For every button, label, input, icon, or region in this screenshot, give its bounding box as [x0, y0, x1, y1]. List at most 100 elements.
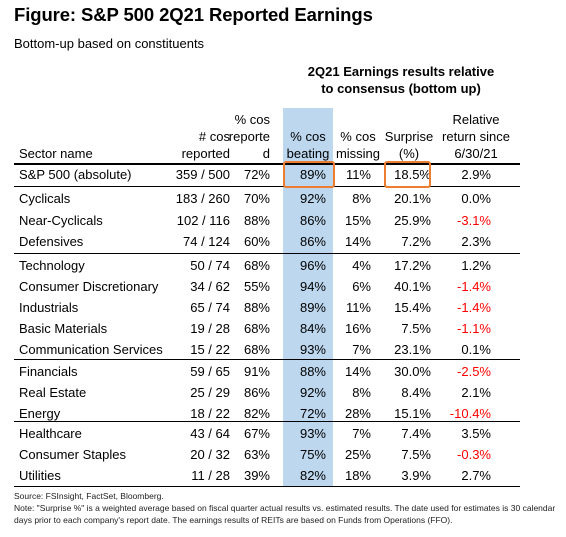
table-row: S&P 500 (absolute) 359 / 500 72% 89% 11% 18.5… [0, 164, 566, 185]
pct-beating-cell: 88% [299, 364, 326, 379]
cos-reported-cell: 183 / 260 [175, 191, 230, 206]
pct-missing-cell: 8% [352, 385, 371, 400]
header-pct-missing-line-2: missing [335, 146, 381, 161]
sector-name-cell: Consumer Staples [19, 447, 126, 462]
relative-return-cell: 1.2% [461, 258, 491, 273]
relative-return-cell: -10.4% [449, 406, 491, 421]
relative-return-cell: 2.7% [461, 468, 491, 483]
header-surprise: Surprise (%) [382, 128, 436, 162]
cos-reported-cell: 18 / 22 [190, 406, 230, 421]
pct-beating-cell: 93% [299, 426, 326, 441]
surprise-cell: 7.5% [401, 321, 431, 336]
sector-name-cell: Cyclicals [19, 191, 71, 206]
pct-reported-cell: 68% [243, 258, 270, 273]
sector-name-cell: Utilities [19, 468, 61, 483]
pct-reported-cell: 63% [243, 447, 270, 462]
cos-reported-cell: 359 / 500 [175, 167, 230, 182]
pct-beating-cell: 94% [299, 279, 326, 294]
pct-reported-cell: 39% [243, 468, 270, 483]
table-row: Technology 50 / 74 68% 96% 4% 17.2% 1.2% [0, 255, 566, 276]
table-row: Cyclicals 183 / 260 70% 92% 8% 20.1% 0.0% [0, 188, 566, 209]
surprise-cell: 3.9% [401, 468, 431, 483]
header-pct-missing-line-1: % cos [340, 129, 376, 144]
pct-missing-cell: 11% [345, 300, 371, 315]
cos-reported-cell: 11 / 28 [191, 468, 230, 483]
footnote: Note: "Surprise %" is a weighted average… [14, 503, 555, 526]
table-row: Consumer Staples 20 / 32 63% 75% 25% 7.5% -0.3… [0, 444, 566, 465]
cos-reported-cell: 25 / 29 [190, 385, 230, 400]
pct-reported-cell: 86% [243, 385, 270, 400]
relative-return-cell: -1.4% [457, 279, 491, 294]
cos-reported-cell: 65 / 74 [190, 300, 230, 315]
pct-reported-cell: 67% [243, 426, 270, 441]
sector-name-cell: Consumer Discretionary [19, 279, 159, 294]
relative-return-cell: 0.0% [461, 191, 491, 206]
pct-missing-cell: 7% [352, 342, 371, 357]
surprise-callout-box [384, 161, 431, 188]
table-row: Defensives 74 / 124 60% 86% 14% 7.2% 2.3% [0, 231, 566, 252]
header-surprise-line-1: Surprise [384, 129, 434, 144]
surprise-cell: 40.1% [394, 279, 431, 294]
pct-missing-cell: 11% [345, 167, 371, 182]
sector-name-cell: Healthcare [19, 426, 82, 441]
pct-reported-cell: 82% [243, 406, 270, 421]
pct-missing-cell: 15% [344, 213, 371, 228]
table-row: Communication Services 15 / 22 68% 93% 7% 23.… [0, 339, 566, 360]
pct-missing-cell: 25% [344, 447, 371, 462]
sector-name-cell: Basic Materials [19, 321, 108, 336]
pct-beating-cell: 96% [299, 258, 326, 273]
header-relative-line-3: 6/30/21 [454, 146, 498, 161]
surprise-cell: 15.1% [394, 406, 431, 421]
header-pct-beating-line-1: % cos [290, 129, 326, 144]
surprise-cell: 25.9% [394, 213, 431, 228]
pct-missing-cell: 18% [344, 468, 371, 483]
pct-missing-cell: 14% [344, 364, 371, 379]
pct-beating-cell: 89% [299, 167, 326, 182]
header-cos-reported-line-1: # cos [198, 129, 230, 144]
footnote-line-2: days prior to each company's report date… [14, 514, 453, 525]
figure-subtitle: Bottom-up based on constituents [14, 36, 205, 51]
sector-name-cell: Industrials [19, 300, 79, 315]
group-divider-3 [14, 359, 520, 360]
pct-reported-cell: 70% [243, 191, 270, 206]
relative-return-cell: 2.9% [461, 167, 491, 182]
header-sector: Sector name [19, 146, 93, 161]
relative-return-cell: -1.4% [457, 300, 491, 315]
sector-name-cell: Real Estate [19, 385, 87, 400]
sector-name-cell: Near-Cyclicals [19, 213, 103, 228]
cos-reported-cell: 15 / 22 [190, 342, 230, 357]
pct-beating-cell: 82% [299, 468, 326, 483]
pct-missing-cell: 4% [352, 258, 371, 273]
group-divider-4 [14, 421, 520, 422]
group-header-line-2: to consensus (bottom up) [321, 81, 481, 96]
header-cos-reported: # cos reported [182, 128, 230, 162]
cos-reported-cell: 43 / 64 [190, 426, 230, 441]
surprise-cell: 17.2% [394, 258, 431, 273]
pct-beating-cell: 89% [299, 300, 326, 315]
header-cos-reported-line-2: reported [181, 146, 230, 161]
table-row: Near-Cyclicals 102 / 116 88% 86% 15% 25.9% -3.… [0, 210, 566, 231]
cos-reported-cell: 59 / 65 [190, 364, 230, 379]
relative-return-cell: -1.1% [457, 321, 491, 336]
table-row: Consumer Discretionary 34 / 62 55% 94% 6% 40.… [0, 276, 566, 297]
table-row: Utilities 11 / 28 39% 82% 18% 3.9% 2.7% [0, 465, 566, 486]
sector-name-cell: Energy [19, 406, 61, 421]
pct-beating-cell: 93% [299, 342, 326, 357]
cos-reported-cell: 20 / 32 [190, 447, 230, 462]
table-row: Energy 18 / 22 82% 72% 28% 15.1% -10.4% [0, 403, 566, 424]
header-pct-beating-line-2: beating [286, 146, 330, 161]
surprise-cell: 18.5% [394, 167, 431, 182]
header-surprise-line-2: (%) [398, 146, 420, 161]
relative-return-cell: -3.1% [457, 213, 491, 228]
relative-return-cell: -0.3% [457, 447, 491, 462]
pct-missing-cell: 7% [352, 426, 371, 441]
relative-return-cell: 2.3% [461, 234, 491, 249]
surprise-cell: 7.2% [401, 234, 431, 249]
header-divider [14, 163, 520, 165]
header-pct-reported-line-3: d [262, 146, 270, 161]
header-pct-reported-line-2: reporte [228, 129, 270, 144]
header-relative-line-1: Relative [452, 112, 500, 127]
pct-reported-cell: 88% [243, 213, 270, 228]
pct-beating-cell: 72% [299, 406, 326, 421]
table-bottom-line [14, 486, 520, 487]
